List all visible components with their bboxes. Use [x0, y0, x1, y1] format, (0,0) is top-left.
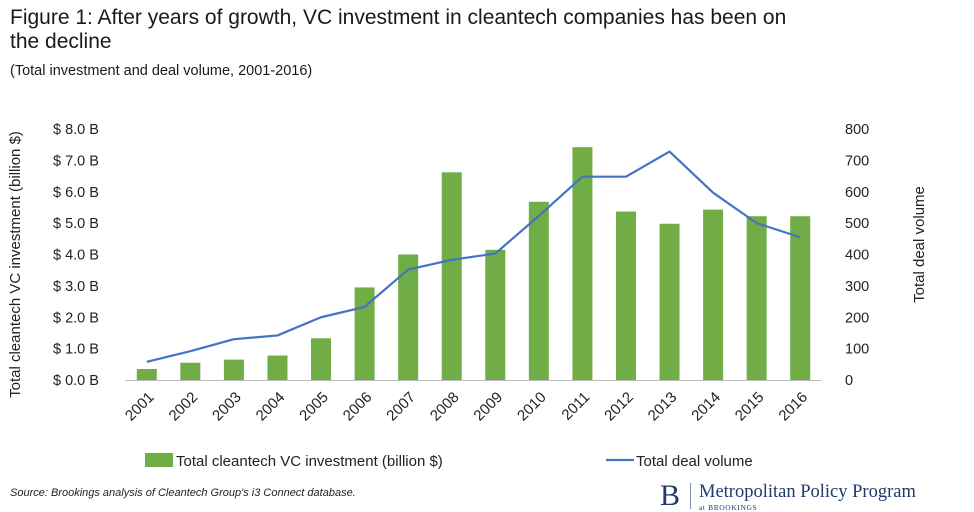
brand-initial: B	[660, 479, 681, 512]
x-tick-label: 2016	[775, 389, 811, 425]
chart-title: Figure 1: After years of growth, VC inve…	[10, 6, 787, 53]
y-tick-label-right: 200	[845, 310, 869, 326]
y-tick-label-left: $ 4.0 B	[53, 248, 99, 264]
y-tick-label-left: $ 0.0 B	[53, 373, 99, 389]
y-tick-label-right: 600	[845, 185, 869, 201]
x-tick-label: 2007	[383, 389, 419, 425]
y-tick-label-left: $ 5.0 B	[53, 216, 99, 232]
bar-2006	[354, 287, 375, 380]
bar-2015	[746, 216, 767, 380]
x-tick-label: 2006	[340, 389, 376, 425]
bar-2010	[528, 201, 549, 380]
bar-2002	[180, 362, 201, 380]
bar-2005	[311, 338, 332, 380]
bar-2014	[703, 209, 724, 380]
source-note: Source: Brookings analysis of Cleantech …	[10, 487, 356, 499]
y-tick-label-right: 0	[845, 373, 853, 389]
y-tick-label-right: 700	[845, 153, 869, 169]
y-tick-label-right: 100	[845, 342, 869, 358]
chart-subtitle: (Total investment and deal volume, 2001-…	[10, 63, 313, 79]
x-tick-label: 2004	[253, 389, 289, 425]
x-tick-label: 2015	[732, 389, 768, 425]
y-tick-label-left: $ 8.0 B	[53, 122, 99, 138]
brand-subtitle: at BROOKINGS	[699, 503, 758, 512]
x-tick-label: 2002	[166, 389, 202, 425]
y-tick-label-left: $ 2.0 B	[53, 310, 99, 326]
y-tick-label-right: 300	[845, 279, 869, 295]
y-tick-label-right: 500	[845, 216, 869, 232]
bar-2008	[441, 172, 462, 380]
bar-2001	[136, 369, 157, 380]
y-axis-title-right: Total deal volume	[911, 186, 928, 303]
legend-swatch-investment	[145, 453, 173, 467]
x-tick-label: 2008	[427, 389, 463, 425]
y-axis-title-left: Total cleantech VC investment (billion $…	[7, 131, 24, 398]
y-tick-label-left: $ 7.0 B	[53, 153, 99, 169]
y-tick-label-left: $ 1.0 B	[53, 342, 99, 358]
y-tick-label-left: $ 3.0 B	[53, 279, 99, 295]
brookings-logo: B Metropolitan Policy Program at BROOKIN…	[660, 479, 972, 512]
brand-divider	[690, 483, 691, 509]
x-tick-label: 2014	[688, 389, 724, 425]
bar-2012	[615, 211, 636, 380]
x-tick-label: 2012	[601, 389, 637, 425]
bar-2011	[572, 147, 593, 380]
y-tick-label-left: $ 6.0 B	[53, 185, 99, 201]
deal-volume-line	[146, 150, 801, 363]
brand-name: Metropolitan Policy Program	[699, 482, 916, 502]
x-tick-label: 2011	[558, 389, 593, 424]
bar-2009	[485, 249, 506, 380]
legend-label-deal-volume: Total deal volume	[636, 453, 753, 470]
bar-2004	[267, 355, 288, 380]
legend-label-investment: Total cleantech VC investment (billion $…	[176, 453, 443, 470]
x-tick-label: 2009	[470, 389, 506, 425]
x-tick-label: 2005	[296, 389, 332, 425]
bar-2003	[223, 359, 244, 380]
bar-2007	[398, 254, 419, 380]
y-tick-label-right: 400	[845, 248, 869, 264]
x-tick-label: 2010	[514, 389, 550, 425]
bar-2016	[790, 216, 811, 380]
x-tick-label: 2001	[122, 389, 158, 425]
x-tick-label: 2013	[645, 389, 681, 425]
x-tick-label: 2003	[209, 389, 245, 425]
y-tick-label-right: 800	[845, 122, 869, 138]
bar-2013	[659, 223, 680, 380]
